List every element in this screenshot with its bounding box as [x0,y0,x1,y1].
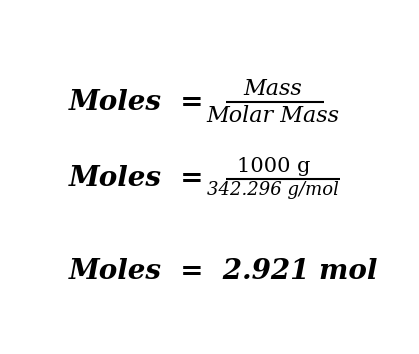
Text: Moles  =: Moles = [69,165,204,192]
Text: Mass: Mass [244,78,303,99]
Text: Moles  =: Moles = [69,89,204,116]
Text: Molar Mass: Molar Mass [207,105,340,127]
Text: Moles  =  2.921 mol: Moles = 2.921 mol [69,258,378,285]
Text: 1000 g: 1000 g [236,157,310,176]
Text: 342.296 g/mol: 342.296 g/mol [207,182,339,199]
